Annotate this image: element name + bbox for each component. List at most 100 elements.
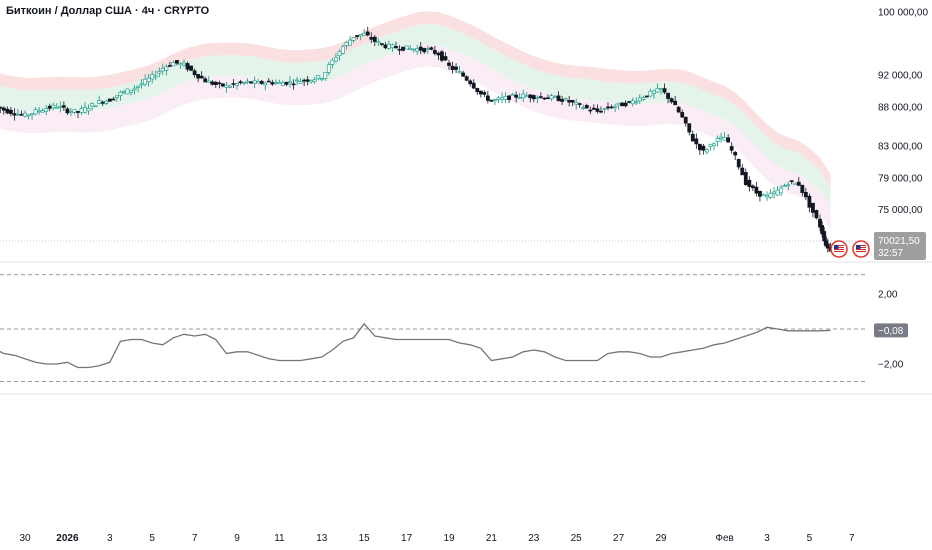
candle-body — [800, 184, 805, 193]
candle-body — [238, 81, 243, 84]
candle-body — [517, 97, 522, 99]
oscillator-tick-label: 2,00 — [878, 290, 898, 301]
candle-body — [510, 93, 515, 96]
candle-body — [567, 100, 572, 103]
candle-body — [425, 48, 430, 50]
candle-body — [256, 81, 261, 84]
candle-body — [284, 81, 289, 85]
time-tick-label: 23 — [528, 533, 540, 544]
candle-body — [259, 80, 264, 84]
candle-body — [708, 144, 713, 147]
chart-title: Биткоин / Доллар США · 4ч · CRYPTO — [6, 5, 210, 17]
candle-body — [432, 50, 437, 54]
candle-body — [726, 137, 731, 143]
candle-body — [129, 90, 133, 93]
candle-body — [736, 159, 741, 168]
candle-body — [493, 99, 497, 102]
candle-body — [531, 95, 536, 100]
candle-body — [305, 79, 310, 82]
time-tick-label: 25 — [571, 533, 583, 544]
candle-body — [5, 108, 10, 114]
candle-body — [266, 80, 271, 83]
oscillator-value-box — [874, 323, 908, 338]
candle-body — [613, 106, 617, 108]
candle-body — [33, 109, 38, 115]
candle-body — [712, 143, 716, 146]
candle-body — [471, 82, 476, 89]
oscillator-line — [0, 322, 831, 369]
candle-body — [521, 93, 526, 99]
candle-body — [563, 98, 568, 101]
candle-body — [556, 95, 561, 102]
candle-body — [475, 87, 480, 93]
candle-body — [581, 107, 586, 110]
candle-body — [577, 103, 582, 105]
price-tick-label: 88 000,00 — [878, 102, 923, 113]
flag-stripe — [834, 247, 844, 248]
candle-body — [595, 108, 600, 112]
flag-stripe — [856, 249, 866, 250]
candle-body — [814, 210, 819, 219]
candle-body — [309, 80, 314, 83]
candle-body — [150, 74, 155, 80]
time-axis: 30 2026 3 5 7 9 11 13 15 17 19 21 23 25 27 29 Фев 3 5 7 — [19, 533, 855, 544]
candle-body — [687, 123, 692, 133]
candle-body — [302, 79, 307, 82]
candle-body — [503, 95, 508, 100]
candle-body — [47, 105, 52, 109]
candle-body — [0, 106, 3, 109]
candle-body — [372, 36, 377, 42]
event-markers — [830, 240, 870, 258]
candle-body — [189, 65, 193, 71]
candle-body — [454, 66, 458, 70]
candle-body — [199, 75, 204, 79]
time-tick-label: 5 — [807, 533, 813, 544]
candle-body — [61, 105, 66, 108]
candle-body — [514, 94, 519, 98]
candles-layer — [0, 26, 833, 253]
mid-envelope-band — [0, 23, 831, 209]
candle-body — [369, 37, 374, 40]
time-tick-label: 15 — [359, 533, 371, 544]
candle-body — [334, 57, 338, 62]
time-tick-label: 21 — [486, 533, 498, 544]
candle-body — [122, 91, 126, 93]
candle-body — [40, 110, 45, 113]
candle-body — [630, 100, 635, 105]
candle-body — [362, 32, 367, 36]
candle-body — [111, 98, 116, 101]
candle-body — [408, 47, 413, 50]
candle-body — [606, 106, 610, 109]
time-tick-label: 13 — [316, 533, 328, 544]
candle-body — [192, 70, 197, 76]
candle-body — [16, 113, 20, 116]
candle-body — [690, 133, 695, 142]
price-tick-label: 79 000,00 — [878, 173, 923, 184]
candle-body — [210, 81, 215, 85]
us-flag-event-icon — [830, 240, 848, 258]
candle-body — [171, 62, 176, 67]
candle-body — [789, 180, 794, 182]
candle-body — [97, 100, 102, 104]
candle-body — [591, 107, 596, 110]
flag-canton — [856, 245, 861, 249]
candle-body — [344, 42, 349, 46]
candle-body — [803, 192, 808, 198]
candle-body — [185, 63, 190, 70]
price-tick-label: 100 000,00 — [878, 8, 928, 19]
candle-body — [489, 99, 494, 102]
candle-body — [669, 98, 674, 103]
candle-body — [379, 43, 384, 45]
candle-body — [23, 112, 27, 117]
candle-body — [125, 88, 130, 95]
candle-body — [157, 71, 162, 74]
candle-body — [750, 185, 755, 189]
candle-body — [351, 37, 356, 41]
candle-body — [167, 65, 172, 67]
candle-body — [44, 108, 49, 112]
candle-body — [107, 98, 112, 102]
candle-body — [415, 48, 420, 52]
candle-body — [634, 101, 639, 104]
time-tick-label: 27 — [613, 533, 625, 544]
